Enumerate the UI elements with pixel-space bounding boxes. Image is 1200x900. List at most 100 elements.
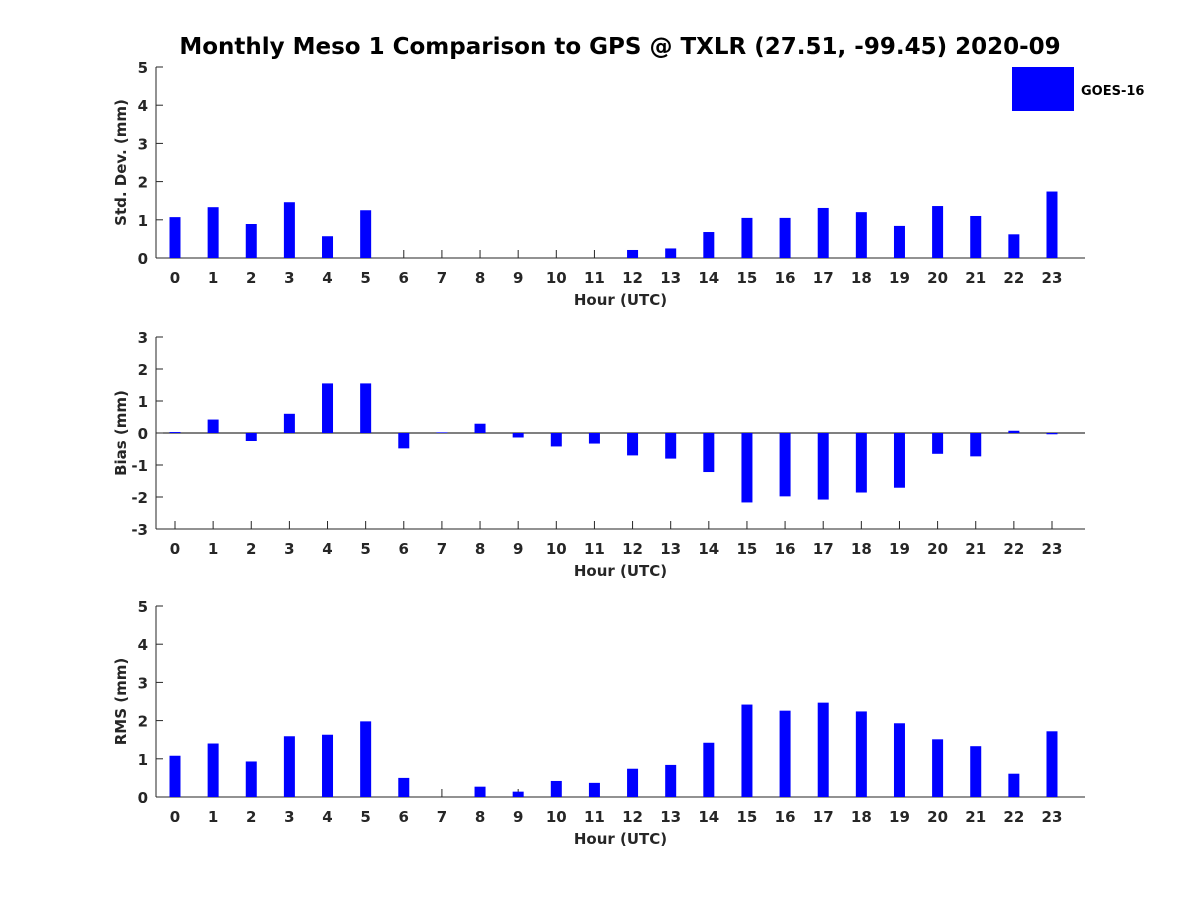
rms-bar-hour-6 (398, 777, 410, 797)
rms-bar-hour-11 (588, 782, 600, 797)
bias-bar-hour-22 (1008, 430, 1020, 433)
rms-x-tick-label: 4 (322, 808, 332, 826)
bias-x-tick-label: 20 (927, 540, 948, 558)
bias-bar-hour-3 (283, 413, 295, 433)
std-dev-y-tick-label: 2 (138, 174, 148, 192)
rms-bar-hour-1 (207, 743, 219, 797)
rms-bar-hour-13 (665, 764, 677, 797)
bias-x-tick-label: 3 (284, 540, 294, 558)
std-dev-x-tick-label: 19 (889, 269, 910, 287)
rms-y-tick-label: 2 (138, 713, 148, 731)
bias-bar-hour-4 (322, 383, 334, 433)
legend-swatch (1012, 67, 1074, 111)
std-dev-x-tick-label: 4 (322, 269, 332, 287)
rms-y-tick-label: 4 (138, 636, 148, 654)
std-dev-y-tick-label: 5 (138, 59, 148, 77)
rms-y-tick-label: 0 (138, 789, 148, 807)
std-dev-bar-hour-15 (741, 217, 753, 258)
bias-x-tick-label: 13 (660, 540, 681, 558)
rms-y-axis-label: RMS (mm) (112, 658, 130, 745)
bias-bar-hour-15 (741, 433, 753, 503)
std-dev-x-tick-label: 7 (437, 269, 447, 287)
rms-bar-hour-23 (1046, 731, 1058, 797)
bias-y-tick-label: -2 (131, 489, 148, 507)
rms-bar-hour-16 (779, 710, 791, 797)
rms-bar-hour-12 (627, 768, 639, 797)
rms-x-tick-label: 14 (698, 808, 719, 826)
bias-bar-hour-11 (588, 433, 600, 444)
rms-bar-hour-10 (550, 780, 562, 797)
bias-y-tick-label: 3 (138, 329, 148, 347)
std-dev-x-tick-label: 23 (1042, 269, 1063, 287)
std-dev-bar-hour-22 (1008, 234, 1020, 258)
bias-bar-hour-13 (665, 433, 677, 459)
rms-bar-hour-3 (283, 736, 295, 797)
rms-bar-hour-22 (1008, 773, 1020, 797)
std-dev-y-axis-label: Std. Dev. (mm) (112, 99, 130, 226)
rms-x-tick-label: 18 (851, 808, 872, 826)
bias-bar-hour-7 (436, 432, 448, 433)
rms-bar-hour-5 (360, 721, 372, 797)
std-dev-x-tick-label: 12 (622, 269, 643, 287)
std-dev-x-tick-label: 9 (513, 269, 523, 287)
rms-bar-hour-19 (893, 723, 905, 797)
rms-x-tick-label: 2 (246, 808, 256, 826)
rms-x-tick-label: 15 (737, 808, 758, 826)
rms-x-tick-label: 5 (360, 808, 370, 826)
rms-x-tick-label: 10 (546, 808, 567, 826)
rms-x-tick-label: 3 (284, 808, 294, 826)
rms-x-tick-label: 20 (927, 808, 948, 826)
bias-bar-hour-9 (512, 433, 524, 438)
rms-x-tick-label: 17 (813, 808, 834, 826)
rms-bar-hour-20 (932, 739, 944, 797)
std-dev-bar-hour-19 (893, 225, 905, 258)
std-dev-y-tick-label: 0 (138, 250, 148, 268)
bias-x-tick-label: 11 (584, 540, 605, 558)
std-dev-bar-hour-14 (703, 232, 715, 258)
rms-x-tick-label: 0 (170, 808, 180, 826)
rms-x-tick-label: 7 (437, 808, 447, 826)
std-dev-bar-hour-20 (932, 206, 944, 258)
std-dev-x-tick-label: 22 (1003, 269, 1024, 287)
std-dev-bar-hour-1 (207, 207, 219, 258)
bias-y-tick-label: 2 (138, 361, 148, 379)
std-dev-x-tick-label: 20 (927, 269, 948, 287)
std-dev-bar-hour-3 (283, 202, 295, 258)
std-dev-x-tick-label: 21 (965, 269, 986, 287)
bias-x-tick-label: 6 (399, 540, 409, 558)
bias-x-tick-label: 9 (513, 540, 523, 558)
std-dev-bar-hour-23 (1046, 191, 1058, 258)
rms-y-tick-label: 3 (138, 674, 148, 692)
std-dev-y-tick-label: 1 (138, 212, 148, 230)
bias-x-tick-label: 1 (208, 540, 218, 558)
bias-bar-hour-14 (703, 433, 715, 473)
std-dev-x-tick-label: 1 (208, 269, 218, 287)
rms-bar-hour-14 (703, 742, 715, 797)
std-dev-x-tick-label: 18 (851, 269, 872, 287)
std-dev-bar-hour-12 (627, 249, 639, 258)
figure-title: Monthly Meso 1 Comparison to GPS @ TXLR … (179, 34, 1060, 60)
std-dev-x-tick-label: 3 (284, 269, 294, 287)
rms-bar-hour-21 (970, 746, 982, 797)
rms-x-tick-label: 11 (584, 808, 605, 826)
rms-x-tick-label: 8 (475, 808, 485, 826)
rms-x-tick-label: 6 (399, 808, 409, 826)
bias-x-tick-label: 0 (170, 540, 180, 558)
std-dev-bar-hour-4 (322, 236, 334, 258)
bias-x-tick-label: 18 (851, 540, 872, 558)
bias-x-tick-label: 4 (322, 540, 332, 558)
bias-bar-hour-2 (245, 433, 257, 441)
bias-bar-hour-20 (932, 433, 944, 454)
bias-x-tick-label: 15 (737, 540, 758, 558)
std-dev-bar-hour-16 (779, 217, 791, 258)
bias-x-tick-label: 19 (889, 540, 910, 558)
rms-x-tick-label: 22 (1003, 808, 1024, 826)
bias-y-tick-label: -1 (131, 457, 148, 475)
bias-x-tick-label: 10 (546, 540, 567, 558)
bias-bar-hour-8 (474, 423, 486, 433)
std-dev-bar-hour-5 (360, 210, 372, 258)
rms-bar-hour-9 (512, 791, 524, 797)
rms-x-tick-label: 19 (889, 808, 910, 826)
rms-y-tick-label: 5 (138, 598, 148, 616)
